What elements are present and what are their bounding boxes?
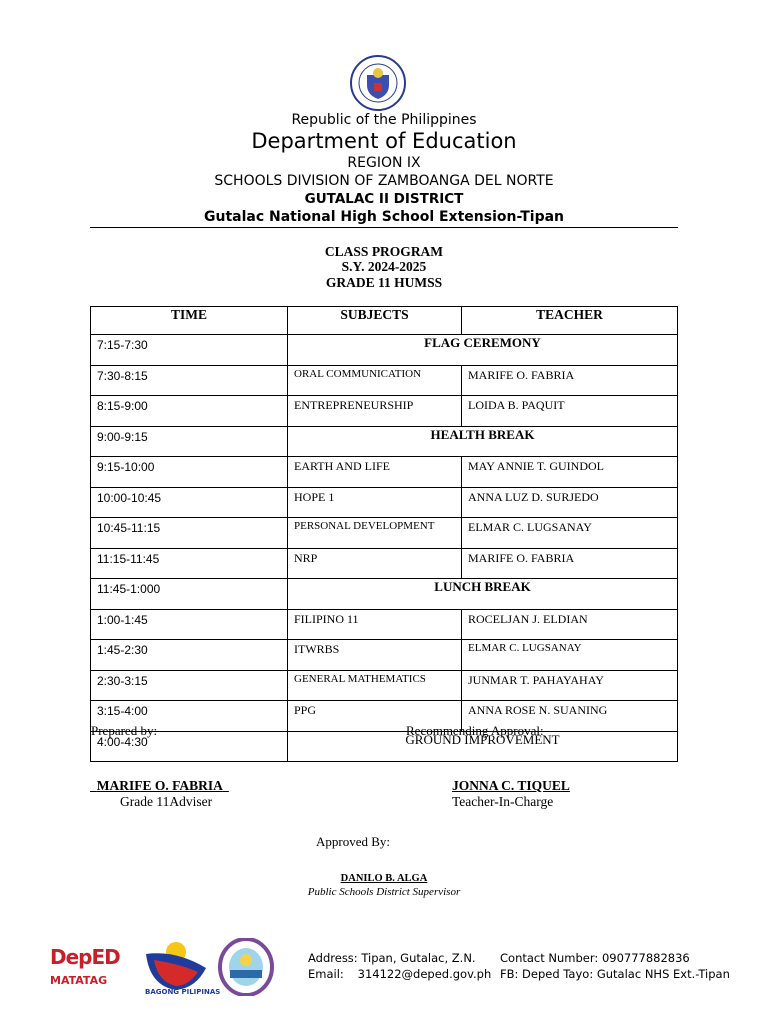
table-row: 1:00-1:45 FILIPINO 11 ROCELJAN J. ELDIAN bbox=[90, 608, 678, 640]
time-cell: 7:30-8:15 bbox=[90, 364, 288, 396]
deped-logo: DepED bbox=[50, 945, 121, 969]
table-row: 3:15-4:00 PPG ANNA ROSE N. SUANING bbox=[90, 700, 678, 732]
subject-cell: EARTH AND LIFE bbox=[287, 456, 462, 488]
bagong-pilipinas-label: BAGONG PILIPINAS bbox=[145, 988, 221, 996]
school-seal-icon bbox=[218, 938, 274, 996]
bagong-pilipinas-logo-icon bbox=[146, 942, 206, 990]
activity-cell: HEALTH BREAK bbox=[287, 425, 678, 457]
table-row: 7:15-7:30 FLAG CEREMONY bbox=[90, 334, 678, 366]
teacher-cell: ANNA LUZ D. SURJEDO bbox=[461, 486, 678, 518]
subject-cell: FILIPINO 11 bbox=[287, 608, 462, 640]
contact-label: Contact Number: bbox=[500, 951, 599, 965]
contact-block: Contact Number: 090777882836 FB: Deped T… bbox=[500, 950, 730, 982]
time-cell: 7:15-7:30 bbox=[90, 334, 288, 366]
activity-cell: FLAG CEREMONY bbox=[287, 334, 678, 366]
table-row: 4:00-4:30 GROUND IMPROVEMENT bbox=[90, 730, 678, 762]
time-cell: 2:30-3:15 bbox=[90, 669, 288, 701]
school-year: S.Y. 2024-2025 bbox=[341, 259, 427, 274]
address-block: Address: Tipan, Gutalac, Z.N. Email: 314… bbox=[308, 950, 491, 982]
time-cell: 10:45-11:15 bbox=[90, 517, 288, 549]
time-cell: 8:15-9:00 bbox=[90, 395, 288, 427]
time-cell: 11:45-1:000 bbox=[90, 578, 288, 610]
district: GUTALAC II DISTRICT bbox=[304, 191, 464, 207]
subject-cell: ITWRBS bbox=[287, 639, 462, 671]
teacher-cell: ROCELJAN J. ELDIAN bbox=[461, 608, 678, 640]
header-divider bbox=[90, 227, 678, 228]
fb-label: FB: bbox=[500, 967, 519, 981]
table-row: 10:45-11:15 PERSONAL DEVELOPMENT ELMAR C. … bbox=[90, 517, 678, 549]
email-value: 314122@deped.gov.ph bbox=[357, 967, 492, 981]
preparer-name-text: MARIFE O. FABRIA bbox=[96, 778, 223, 793]
address-value: Tipan, Gutalac, Z.N. bbox=[361, 951, 476, 965]
teacher-cell: LOIDA B. PAQUIT bbox=[461, 395, 678, 427]
time-cell: 1:00-1:45 bbox=[90, 608, 288, 640]
table-row: 11:15-11:45 NRP MARIFE O. FABRIA bbox=[90, 547, 678, 579]
activity-cell: GROUND IMPROVEMENT bbox=[287, 730, 678, 762]
teacher-cell: ELMAR C. LUGSANAY bbox=[461, 517, 678, 549]
table-row: 10:00-10:45 HOPE 1 ANNA LUZ D. SURJEDO bbox=[90, 486, 678, 518]
table-row: 9:15-10:00 EARTH AND LIFE MAY ANNIE T. GUI… bbox=[90, 456, 678, 488]
program-title: CLASS PROGRAM bbox=[324, 244, 444, 259]
teacher-cell: JUNMAR T. PAHAYAHAY bbox=[461, 669, 678, 701]
school-name: Gutalac National High School Extension-T… bbox=[203, 209, 564, 225]
class-schedule-table: TIME SUBJECTS TEACHER 7:15-7:30 FLAG CERE… bbox=[90, 306, 678, 762]
table-row: 1:45-2:30 ITWRBS ELMAR C. LUGSANAY bbox=[90, 639, 678, 671]
preparer-title: Grade 11Adviser bbox=[120, 794, 213, 809]
subject-cell: ORAL COMMUNICATION bbox=[287, 364, 462, 396]
subject-cell: ENTREPRENEURSHIP bbox=[287, 395, 462, 427]
matatag-logo: MATATAG bbox=[50, 974, 108, 987]
column-header-teacher: TEACHER bbox=[461, 306, 678, 335]
time-cell: 9:00-9:15 bbox=[90, 425, 288, 457]
country-name: Republic of the Philippines bbox=[291, 112, 477, 128]
teacher-cell: MAY ANNIE T. GUINDOL bbox=[461, 456, 678, 488]
region: REGION IX bbox=[347, 155, 421, 171]
department-name: Department of Education bbox=[251, 129, 517, 153]
time-cell: 3:15-4:00 bbox=[90, 700, 288, 732]
deped-seal-icon bbox=[350, 55, 406, 111]
prepared-by-label: Prepared by: bbox=[91, 723, 158, 738]
subject-cell: NRP bbox=[287, 547, 462, 579]
recommender-title: Teacher-In-Charge bbox=[452, 794, 554, 809]
table-row: 2:30-3:15 GENERAL MATHEMATICS JUNMAR T. PA… bbox=[90, 669, 678, 701]
approved-by-label: Approved By: bbox=[316, 834, 391, 849]
email-label: Email: bbox=[308, 967, 344, 981]
column-header-subjects: SUBJECTS bbox=[287, 306, 462, 335]
time-cell: 1:45-2:30 bbox=[90, 639, 288, 671]
address-label: Address: bbox=[308, 951, 358, 965]
teacher-cell: MARIFE O. FABRIA bbox=[461, 547, 678, 579]
recommender-name: JONNA C. TIQUEL bbox=[452, 778, 570, 793]
preparer-name: MARIFE O. FABRIA bbox=[90, 778, 229, 794]
contact-value: 090777882836 bbox=[601, 951, 690, 965]
recommending-approval-label: Recommending Approval: bbox=[406, 723, 544, 738]
approver-name: DANILO B. ALGA bbox=[340, 873, 428, 884]
time-cell: 11:15-11:45 bbox=[90, 547, 288, 579]
time-cell: 9:15-10:00 bbox=[90, 456, 288, 488]
column-header-time: TIME bbox=[90, 306, 288, 335]
teacher-cell: ANNA ROSE N. SUANING bbox=[461, 700, 678, 732]
subject-cell: PERSONAL DEVELOPMENT bbox=[287, 517, 462, 549]
teacher-cell: MARIFE O. FABRIA bbox=[461, 364, 678, 396]
approver-title: Public Schools District Supervisor bbox=[307, 886, 461, 898]
activity-cell: LUNCH BREAK bbox=[287, 578, 678, 610]
fb-value: Deped Tayo: Gutalac NHS Ext.-Tipan bbox=[522, 967, 730, 981]
grade-section: GRADE 11 HUMSS bbox=[325, 275, 443, 290]
table-row: 7:30-8:15 ORAL COMMUNICATION MARIFE O. FAB… bbox=[90, 364, 678, 396]
subject-cell: GENERAL MATHEMATICS bbox=[287, 669, 462, 701]
table-row: 11:45-1:000 LUNCH BREAK bbox=[90, 578, 678, 610]
table-row: 8:15-9:00 ENTREPRENEURSHIP LOIDA B. PAQUIT bbox=[90, 395, 678, 427]
division: SCHOOLS DIVISION OF ZAMBOANGA DEL NORTE bbox=[214, 173, 554, 189]
table-row: 9:00-9:15 HEALTH BREAK bbox=[90, 425, 678, 457]
subject-cell: HOPE 1 bbox=[287, 486, 462, 518]
teacher-cell: ELMAR C. LUGSANAY bbox=[461, 639, 678, 671]
time-cell: 10:00-10:45 bbox=[90, 486, 288, 518]
